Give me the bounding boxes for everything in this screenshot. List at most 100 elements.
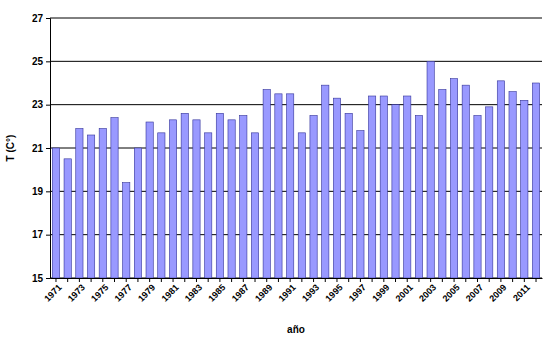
bar	[216, 113, 223, 278]
x-tick-mark	[512, 278, 513, 282]
y-tick-label: 27	[32, 13, 44, 24]
x-tick	[184, 278, 185, 282]
x-tick-mark	[325, 278, 326, 282]
x-tick-mark	[243, 278, 244, 282]
bar	[52, 148, 59, 278]
bar	[146, 122, 153, 278]
x-tick-label: 2005	[440, 282, 461, 303]
x-tick-mark	[360, 278, 361, 282]
x-tick	[395, 278, 396, 282]
x-tick-label: 2011	[511, 282, 532, 303]
x-tick-mark	[442, 278, 443, 282]
bar	[368, 96, 375, 278]
x-tick	[231, 278, 232, 282]
x-tick-mark	[219, 278, 220, 282]
bar	[111, 118, 118, 278]
x-tick-mark	[67, 278, 68, 282]
bar	[181, 113, 188, 278]
x-tick: 1987	[230, 278, 251, 304]
x-tick: 1999	[370, 278, 391, 304]
x-tick-mark	[430, 278, 431, 282]
y-tick: 21	[32, 143, 50, 154]
y-tick: 15	[32, 273, 50, 284]
x-tick-mark	[79, 278, 80, 282]
x-tick	[536, 278, 537, 282]
x-tick-label: 2009	[487, 282, 508, 303]
x-tick-label: 1971	[42, 282, 63, 303]
x-tick-label: 1993	[300, 282, 321, 303]
y-axis-title: T (C°)	[5, 135, 16, 162]
x-tick-mark	[55, 278, 56, 282]
bar	[298, 133, 305, 278]
x-tick-mark	[383, 278, 384, 282]
x-tick-label: 1989	[253, 282, 274, 303]
y-tick-label: 17	[32, 229, 44, 240]
x-tick-mark	[91, 278, 92, 282]
x-tick-mark	[500, 278, 501, 282]
x-tick-mark	[348, 278, 349, 282]
y-tick-mark	[46, 278, 50, 279]
y-tick-label: 19	[32, 186, 44, 197]
x-tick	[418, 278, 419, 282]
bar	[310, 116, 317, 279]
bar	[439, 90, 446, 279]
x-tick: 2011	[511, 278, 532, 303]
x-tick-mark	[418, 278, 419, 282]
x-tick-mark	[184, 278, 185, 282]
bar	[322, 85, 329, 278]
bar	[287, 94, 294, 278]
x-tick: 1979	[136, 278, 157, 304]
x-tick-label: 2007	[464, 282, 485, 303]
x-tick	[114, 278, 115, 282]
x-tick-mark	[477, 278, 478, 282]
x-tick-mark	[208, 278, 209, 282]
x-tick: 2001	[394, 278, 415, 304]
x-tick: 1985	[206, 278, 227, 304]
y-tick-label: 23	[32, 99, 44, 110]
x-tick-label: 1977	[113, 282, 134, 303]
bar	[263, 90, 270, 279]
bar	[134, 148, 141, 278]
x-tick-mark	[161, 278, 162, 282]
bar	[64, 159, 71, 278]
x-tick-mark	[114, 278, 115, 282]
grid	[50, 18, 542, 278]
x-tick	[255, 278, 256, 282]
x-tick-mark	[489, 278, 490, 282]
x-tick	[301, 278, 302, 282]
y-tick: 17	[32, 229, 50, 240]
x-tick: 2007	[464, 278, 485, 304]
x-tick-mark	[313, 278, 314, 282]
x-tick: 2005	[440, 278, 461, 304]
bar	[205, 133, 212, 278]
x-tick-mark	[137, 278, 138, 282]
grid-line	[50, 18, 542, 19]
y-axis: 15 17 19 21 23 25 27	[32, 13, 51, 284]
x-tick-mark	[336, 278, 337, 282]
x-tick-mark	[266, 278, 267, 282]
x-tick: 1993	[300, 278, 321, 304]
x-tick	[278, 278, 279, 282]
x-tick: 2009	[487, 278, 508, 304]
bar	[345, 113, 352, 278]
y-tick-label: 15	[32, 273, 44, 284]
x-tick-mark	[536, 278, 537, 282]
x-tick	[465, 278, 466, 282]
x-tick	[348, 278, 349, 282]
y-tick-mark	[46, 61, 50, 62]
x-tick: 1975	[89, 278, 110, 304]
x-tick: 1991	[277, 278, 298, 304]
grid-line	[50, 61, 542, 62]
y-tick-mark	[46, 235, 50, 236]
y-tick-mark	[46, 18, 50, 19]
x-axis: 1971197319751977197919811983198519871989…	[42, 278, 542, 304]
y-tick-mark	[46, 148, 50, 149]
x-tick: 1997	[347, 278, 368, 304]
y-tick: 23	[32, 99, 50, 110]
x-axis-line	[51, 278, 543, 279]
y-tick: 27	[32, 13, 50, 24]
x-tick: 1983	[183, 278, 204, 304]
y-tick: 25	[32, 56, 50, 67]
bar	[427, 61, 434, 278]
bar	[415, 116, 422, 279]
